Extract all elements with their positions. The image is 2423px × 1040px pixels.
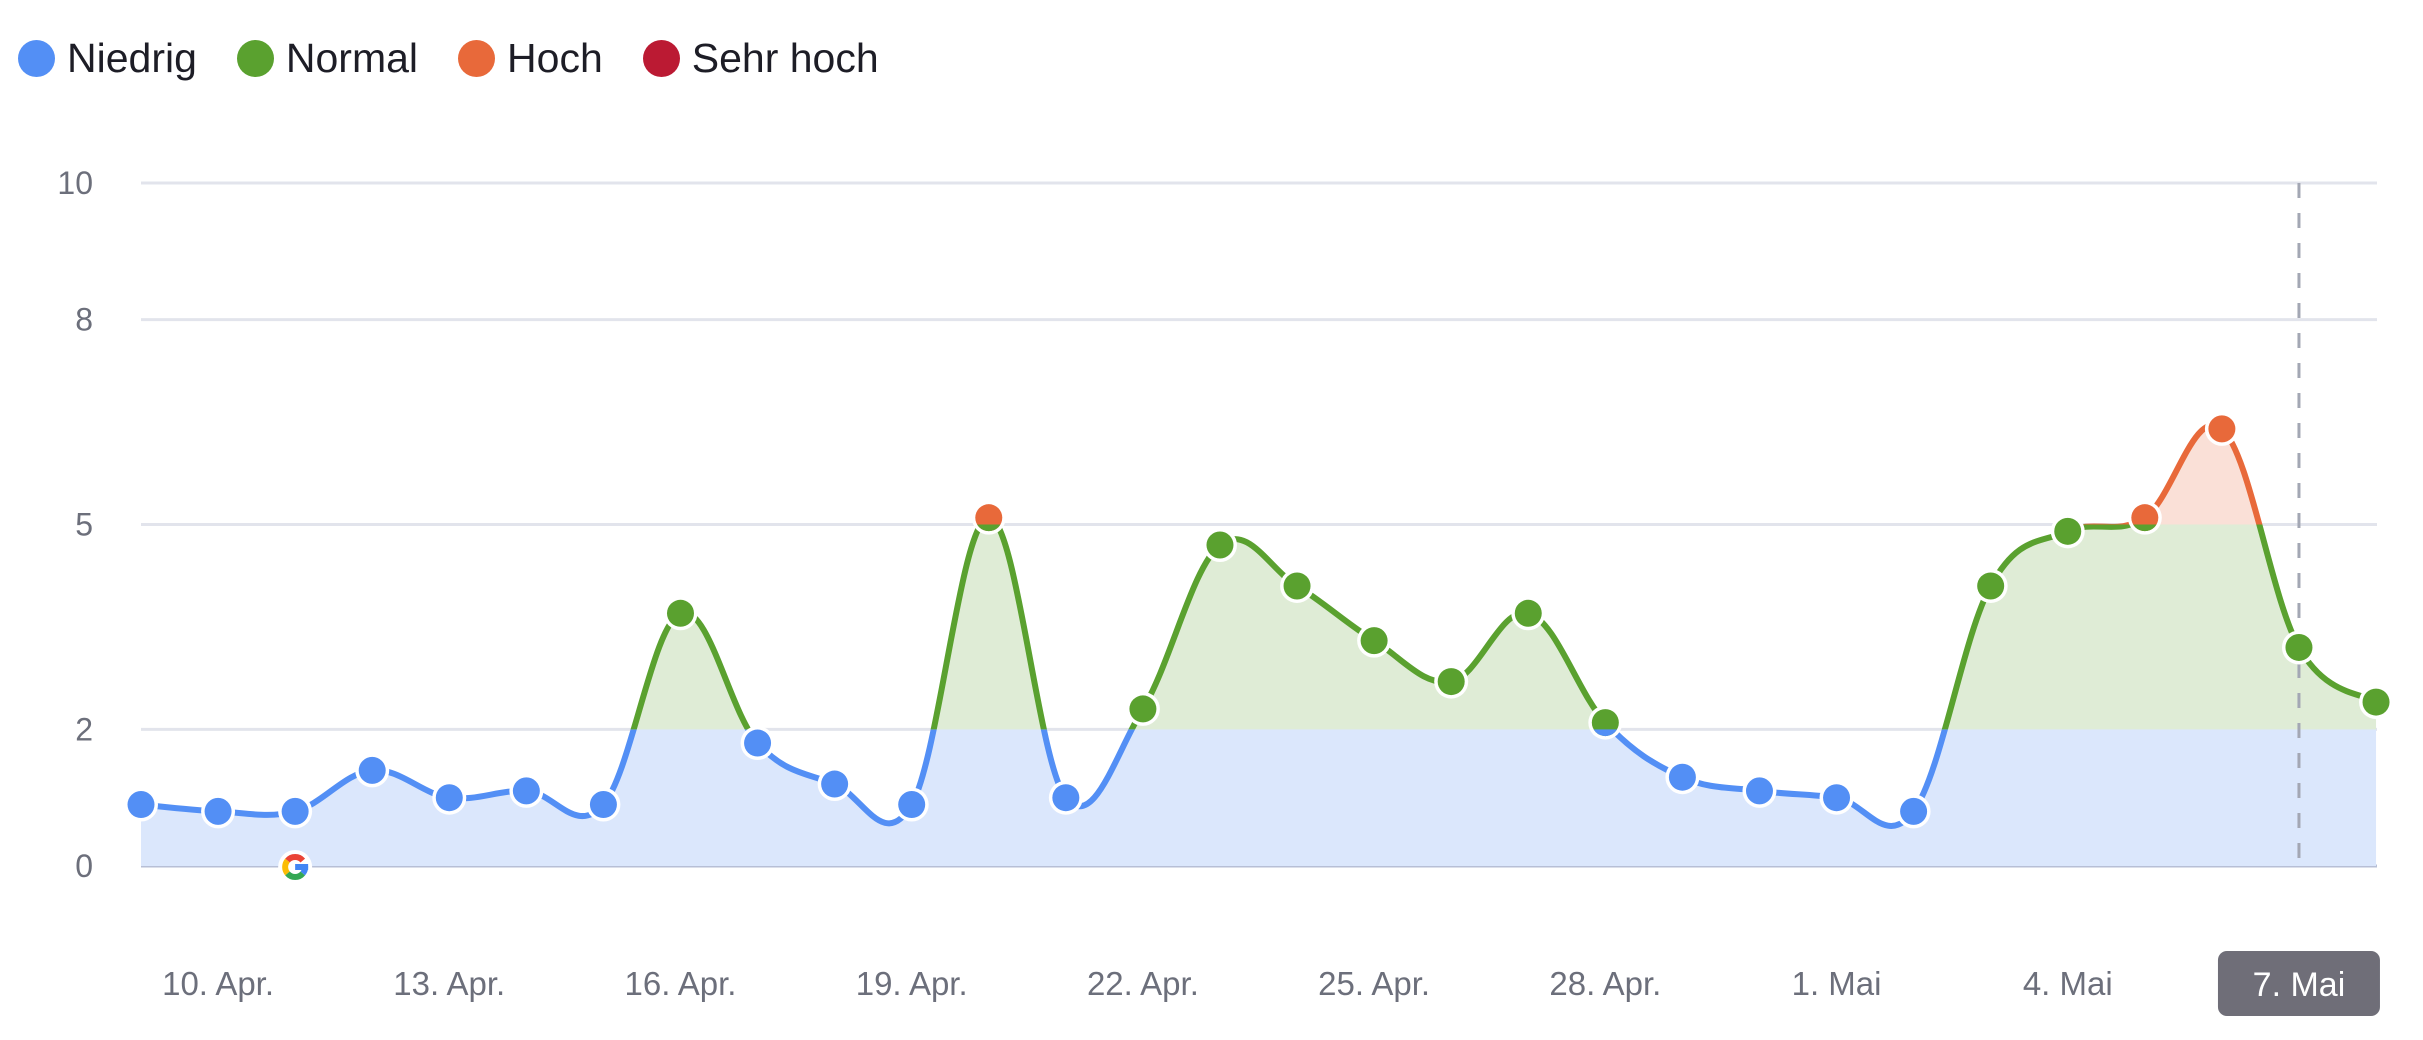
chart-legend: Niedrig Normal Hoch Sehr hoch	[18, 28, 919, 88]
data-point[interactable]	[971, 500, 1006, 535]
data-point[interactable]	[894, 787, 929, 822]
data-point[interactable]	[586, 787, 621, 822]
x-tick-label: 1. Mai	[1792, 965, 1882, 1002]
legend-label: Niedrig	[67, 34, 197, 81]
data-point[interactable]	[1511, 596, 1546, 631]
data-point[interactable]	[2204, 411, 2239, 446]
data-point[interactable]	[355, 753, 390, 788]
x-tick-label: 4. Mai	[2023, 965, 2113, 1002]
data-point[interactable]	[2050, 514, 2085, 549]
data-point[interactable]	[1434, 664, 1469, 699]
x-tick-label: 28. Apr.	[1549, 965, 1661, 1002]
data-point[interactable]	[817, 767, 852, 802]
data-point[interactable]	[1665, 760, 1700, 795]
data-point[interactable]	[2281, 630, 2316, 665]
x-axis-labels: 10. Apr. 13. Apr. 16. Apr. 19. Apr. 22. Apr.…	[162, 951, 2380, 1016]
y-tick-label: 8	[75, 302, 93, 338]
data-point[interactable]	[278, 794, 313, 829]
x-tick-label: 16. Apr.	[625, 965, 737, 1002]
svg-text:7. Mai: 7. Mai	[2253, 966, 2346, 1004]
data-point[interactable]	[1202, 527, 1237, 562]
legend-item-normal[interactable]: Normal	[236, 34, 419, 81]
legend-dot-icon	[18, 39, 55, 77]
legend-item-hoch[interactable]: Hoch	[458, 34, 603, 81]
data-point[interactable]	[1896, 794, 1931, 829]
legend-item-niedrig[interactable]: Niedrig	[18, 34, 197, 81]
area-fill-niedrig	[141, 729, 2377, 866]
data-point[interactable]	[432, 780, 467, 815]
data-point[interactable]	[1048, 780, 1083, 815]
data-point[interactable]	[2359, 685, 2394, 720]
data-point[interactable]	[1588, 705, 1623, 740]
legend-dot-icon	[642, 39, 680, 77]
legend-label: Sehr hoch	[691, 34, 879, 81]
data-point[interactable]	[509, 773, 544, 808]
legend-dot-icon	[236, 39, 274, 77]
y-tick-label: 0	[75, 848, 93, 884]
y-tick-label: 2	[75, 711, 93, 747]
y-axis-labels: 0 2 5 8 10	[57, 165, 93, 884]
google-icon[interactable]	[278, 850, 313, 884]
data-point[interactable]	[663, 596, 698, 631]
legend-item-sehr-hoch[interactable]: Sehr hoch	[642, 34, 879, 81]
x-tick-label: 25. Apr.	[1318, 965, 1430, 1002]
data-point[interactable]	[740, 726, 775, 761]
data-point[interactable]	[1742, 773, 1777, 808]
x-tick-badge: 7. Mai	[2217, 951, 2380, 1016]
data-point[interactable]	[124, 787, 158, 822]
x-tick-label: 22. Apr.	[1087, 965, 1199, 1002]
x-tick-label: 10. Apr.	[162, 965, 274, 1002]
legend-label: Normal	[285, 34, 419, 81]
data-point[interactable]	[201, 794, 236, 829]
x-tick-label: 13. Apr.	[393, 965, 505, 1002]
data-point[interactable]	[1280, 568, 1315, 603]
data-point[interactable]	[1973, 568, 2008, 603]
data-markers	[124, 411, 2394, 829]
data-point[interactable]	[1819, 780, 1854, 815]
x-tick-label: 19. Apr.	[856, 965, 968, 1002]
y-tick-label: 10	[57, 165, 93, 201]
legend-label: Hoch	[507, 34, 603, 81]
legend-dot-icon	[458, 39, 496, 77]
data-point[interactable]	[2127, 500, 2162, 535]
data-point[interactable]	[1125, 691, 1160, 726]
y-tick-label: 5	[75, 507, 93, 543]
data-point[interactable]	[1357, 623, 1392, 658]
